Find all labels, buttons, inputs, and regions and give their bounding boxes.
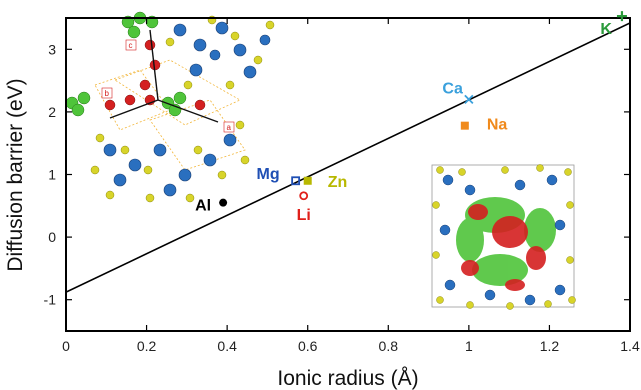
point-zn: Zn [303,174,348,191]
point-marker [291,176,301,186]
x-tick-label: 0 [62,338,70,354]
point-label-al: Al [195,198,211,215]
point-label-zn: Zn [328,174,348,191]
x-tick-label: 1.4 [620,338,640,354]
point-label-na: Na [487,117,508,134]
point-marker [299,191,309,201]
point-label-li: Li [297,207,311,224]
point-label-k: K [600,21,612,38]
y-tick-label: 3 [48,41,56,57]
point-marker [616,11,627,22]
x-tick-label: 0.8 [379,338,399,354]
point-marker [303,176,312,185]
point-li: Li [297,191,311,224]
x-tick-label: 1.2 [540,338,560,354]
y-axis-label: Diffusion barrier (eV) [4,78,27,271]
point-ca: Ca [442,80,474,105]
crystal-structure-inset: c b a [65,11,275,203]
svg-text:c: c [129,41,133,50]
svg-text:b: b [105,89,110,98]
data-points: Al Mg Zn Li Na Ca K [195,11,627,224]
point-marker [464,94,474,105]
y-tick-label: 1 [48,167,56,183]
fit-line [66,22,630,293]
svg-text:a: a [227,123,232,132]
y-tick-label: 2 [48,104,56,120]
y-axis: -1 0 1 2 3 [44,41,630,308]
point-marker [219,198,228,207]
x-tick-label: 0.2 [137,338,157,354]
y-tick-label: 0 [48,229,56,245]
point-label-ca: Ca [442,80,463,97]
point-al: Al [195,198,228,215]
x-tick-label: 0.4 [217,338,237,354]
x-tick-label: 1 [465,338,473,354]
point-k: K [600,11,627,38]
x-axis-label: Ionic radius (Å) [277,367,418,390]
point-label-mg: Mg [257,166,280,183]
x-tick-label: 0.6 [298,338,318,354]
point-marker [460,121,469,130]
point-mg: Mg [257,166,301,186]
point-na: Na [460,117,508,134]
charge-density-inset [431,164,576,310]
y-tick-label: -1 [44,292,57,308]
x-axis: 0 0.2 0.4 0.6 0.8 1 1.2 1.4 [62,18,640,354]
